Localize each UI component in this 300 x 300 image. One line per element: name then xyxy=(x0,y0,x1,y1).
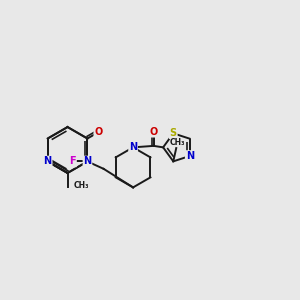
Text: O: O xyxy=(94,127,103,137)
Text: N: N xyxy=(44,157,52,166)
Text: N: N xyxy=(129,142,137,152)
Text: O: O xyxy=(150,127,158,137)
Text: N: N xyxy=(83,157,92,166)
Text: N: N xyxy=(186,151,194,161)
Text: CH₃: CH₃ xyxy=(169,138,185,147)
Text: CH₃: CH₃ xyxy=(74,181,89,190)
Text: F: F xyxy=(69,157,76,166)
Text: S: S xyxy=(170,128,177,138)
